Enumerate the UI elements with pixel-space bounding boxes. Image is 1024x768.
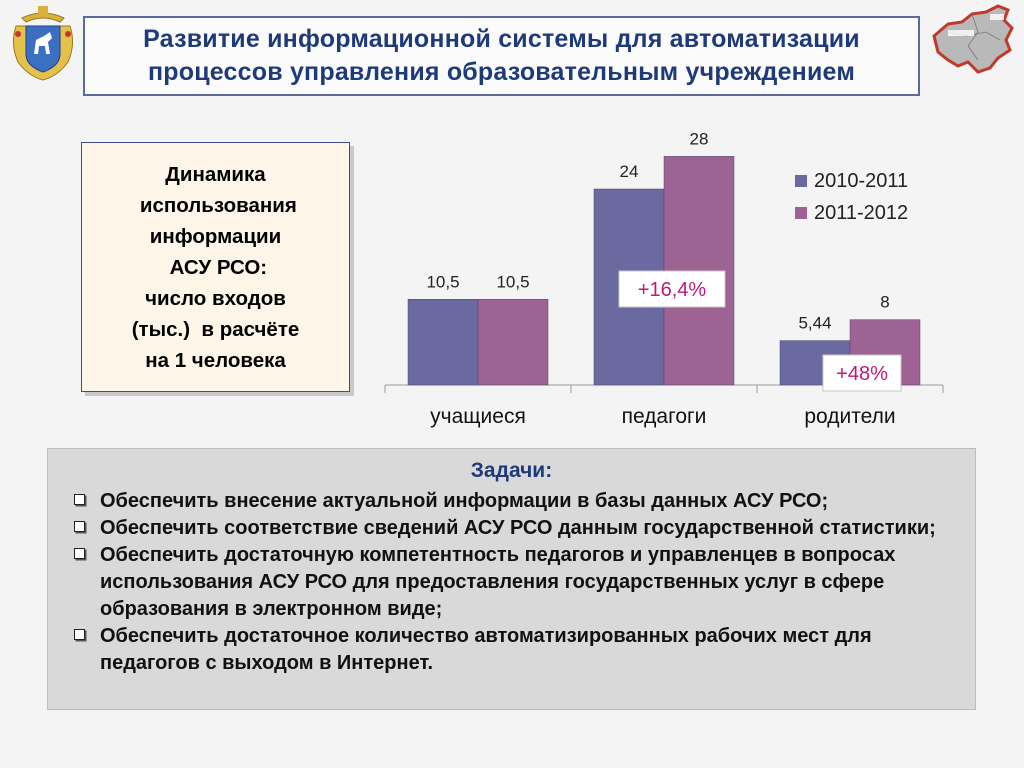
task-item: Обеспечить соответствие сведений АСУ РСО…	[72, 515, 955, 542]
caption-line: использования	[134, 193, 297, 217]
caption-line: информации	[149, 224, 282, 248]
task-text: Обеспечить достаточную компетентность пе…	[100, 544, 896, 620]
caption-line: АСУ РСО:	[163, 255, 268, 279]
checkbox-bullet-icon	[74, 521, 85, 532]
checkbox-bullet-icon	[74, 629, 85, 640]
samara-coat-of-arms-icon	[12, 6, 74, 81]
category-label: педагоги	[622, 405, 707, 428]
legend-swatch	[795, 207, 807, 219]
region-map-icon	[928, 2, 1018, 80]
caption-line: на 1 человека	[145, 348, 286, 372]
task-text: Обеспечить достаточное количество автома…	[100, 625, 872, 674]
annotation-badge	[822, 354, 902, 392]
tasks-panel: Задачи: Обеспечить внесение актуальной и…	[47, 448, 976, 710]
task-item: Обеспечить достаточную компетентность пе…	[72, 542, 955, 623]
legend-label: 2010-2011	[814, 170, 908, 192]
annotation-text: +48%	[836, 363, 888, 385]
category-label: учащиеся	[430, 405, 526, 428]
caption-line: число входов	[145, 286, 286, 310]
tasks-title: Задачи:	[470, 459, 553, 482]
title-line-1: Развитие информационной системы для авто…	[143, 25, 860, 53]
category-label: родители	[804, 405, 895, 428]
task-item: Обеспечить внесение актуальной информаци…	[72, 488, 955, 515]
checkbox-bullet-icon	[74, 548, 85, 559]
caption-line: Динамика	[165, 162, 266, 186]
data-label: 10,5	[426, 272, 459, 291]
bar	[477, 299, 549, 386]
bar-chart: 10,5 10,5 учащиеся 24 28 педагоги 5,44 8 родител…	[384, 130, 944, 428]
title-line-2: процессов управления образовательным учр…	[147, 58, 856, 86]
task-item: Обеспечить достаточное количество автома…	[72, 623, 955, 677]
task-text: Обеспечить соответствие сведений АСУ РСО…	[100, 517, 936, 539]
bar	[407, 299, 479, 386]
data-label: 10,5	[496, 272, 529, 291]
annotation-text: +16,4%	[638, 279, 707, 301]
annotation-badge	[618, 270, 726, 308]
tasks-list: Обеспечить внесение актуальной информаци…	[72, 488, 955, 677]
data-label: 5,44	[798, 314, 831, 333]
data-label: 8	[880, 293, 889, 312]
task-text: Обеспечить внесение актуальной информаци…	[100, 490, 829, 512]
data-label: 28	[690, 130, 709, 148]
caption-line: (тыс.) в расчёте	[131, 317, 300, 341]
data-label: 24	[620, 162, 639, 181]
legend-swatch	[795, 175, 807, 187]
legend-label: 2011-2012	[814, 202, 908, 224]
checkbox-bullet-icon	[74, 494, 85, 505]
page-title: Развитие информационной системы для авто…	[83, 16, 920, 96]
chart-caption: Динамика использования информации АСУ РС…	[81, 142, 350, 392]
